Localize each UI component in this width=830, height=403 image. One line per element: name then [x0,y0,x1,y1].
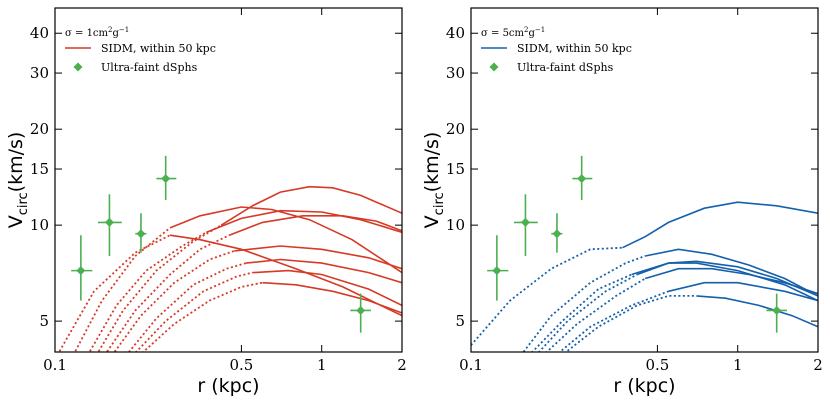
legend-title: σ = 1cm2g−1 [65,26,129,39]
plot-frame [54,7,403,353]
dsph-marker [520,217,530,227]
sidm-curve-outer [252,269,402,307]
sidm-curve-inner [537,273,638,352]
dsph-marker [76,266,86,276]
sidm-curve-inner [471,246,623,346]
y-tick-label: 10 [30,216,49,234]
x-axis-label: r (kpc) [197,375,259,397]
legend-marker-swatch [73,62,83,72]
x-axis-label: r (kpc) [613,375,675,397]
y-tick-label: 40 [30,24,49,42]
sidm-curve-inner [141,281,263,352]
x-tick-label: 1 [733,356,743,374]
curves [471,201,818,352]
x-tick-label: 1 [317,356,327,374]
sidm-curve-inner [134,271,253,352]
y-tick-label: 40 [446,24,465,42]
sidm-curve-inner [88,231,207,352]
sidm-curve-outer [220,185,402,226]
legend-label: SIDM, within 50 kpc [101,42,216,55]
sidm-curve-inner [58,234,171,352]
y-tick-label: 20 [446,120,465,138]
x-tick-label: 0.1 [459,356,483,374]
dsph-marker [552,229,562,239]
dsph-marker [104,217,114,227]
legend-label: Ultra-faint dSphs [517,61,614,74]
dsph-points [71,155,371,333]
sidm-curve-outer [262,281,402,314]
sidm-curve-inner [531,273,632,352]
sidm-curve-inner [105,234,230,352]
y-tick-label: 5 [455,312,465,330]
y-tick-label: 20 [30,120,49,138]
y-tick-label: 5 [39,312,49,330]
sidm-curve-outer [636,262,818,302]
dsph-marker [136,229,146,239]
dsph-marker [492,266,502,276]
sidm-curve-outer [169,234,402,317]
y-tick-label: 15 [30,160,49,178]
sidm-curve-inner [113,250,235,352]
curves [58,185,402,352]
x-tick-label: 2 [813,356,823,374]
sidm-curve-inner [558,290,669,352]
sidm-curve-inner [73,227,171,352]
plot-frame [470,7,819,353]
sidm-curve-outer [622,201,818,249]
sidm-curve-inner [97,224,222,352]
sidm-curve-inner [564,294,697,352]
left-panel: 0.1 0.5 1 2 5 10 15 20 30 40 σ = 1cm2g−1 SIDM, with… [5,7,407,397]
sidm-curve-outer [228,215,402,236]
dsph-marker [161,174,171,184]
sidm-curve-outer [169,206,402,274]
y-tick-label: 15 [446,160,465,178]
sidm-curve-outer [206,209,402,234]
y-axis-label: Vcirc(km/s) [421,132,447,229]
right-panel: 0.1 0.5 1 2 5 10 15 20 30 40 σ = 5cm2g−1 SIDM, with… [421,7,823,397]
dsph-marker [356,305,366,315]
sidm-curve-outer [696,295,818,328]
sidm-curve-outer [644,267,818,295]
sidm-curve-outer [234,245,402,270]
dsph-marker [577,174,587,184]
x-tick-label: 0.5 [229,356,253,374]
legend-title: σ = 5cm2g−1 [481,26,545,39]
x-tick-label: 0.5 [645,356,669,374]
dsph-points [487,155,787,333]
dsph-marker [772,305,782,315]
y-tick-label: 30 [446,64,465,82]
y-tick-label: 30 [30,64,49,82]
legend-label: SIDM, within 50 kpc [517,42,632,55]
y-axis-label: Vcirc(km/s) [5,132,31,229]
sidm-curve-outer [245,258,402,284]
sidm-curve-outer [668,281,818,302]
x-tick-label: 0.1 [43,356,67,374]
legend-label: Ultra-faint dSphs [101,61,198,74]
sidm-curve-inner [522,255,646,352]
y-tick-label: 10 [446,216,465,234]
sidm-curve-inner [545,277,646,352]
x-tick-label: 2 [397,356,407,374]
legend-marker-swatch [489,62,499,72]
sidm-curve-outer [645,248,818,297]
